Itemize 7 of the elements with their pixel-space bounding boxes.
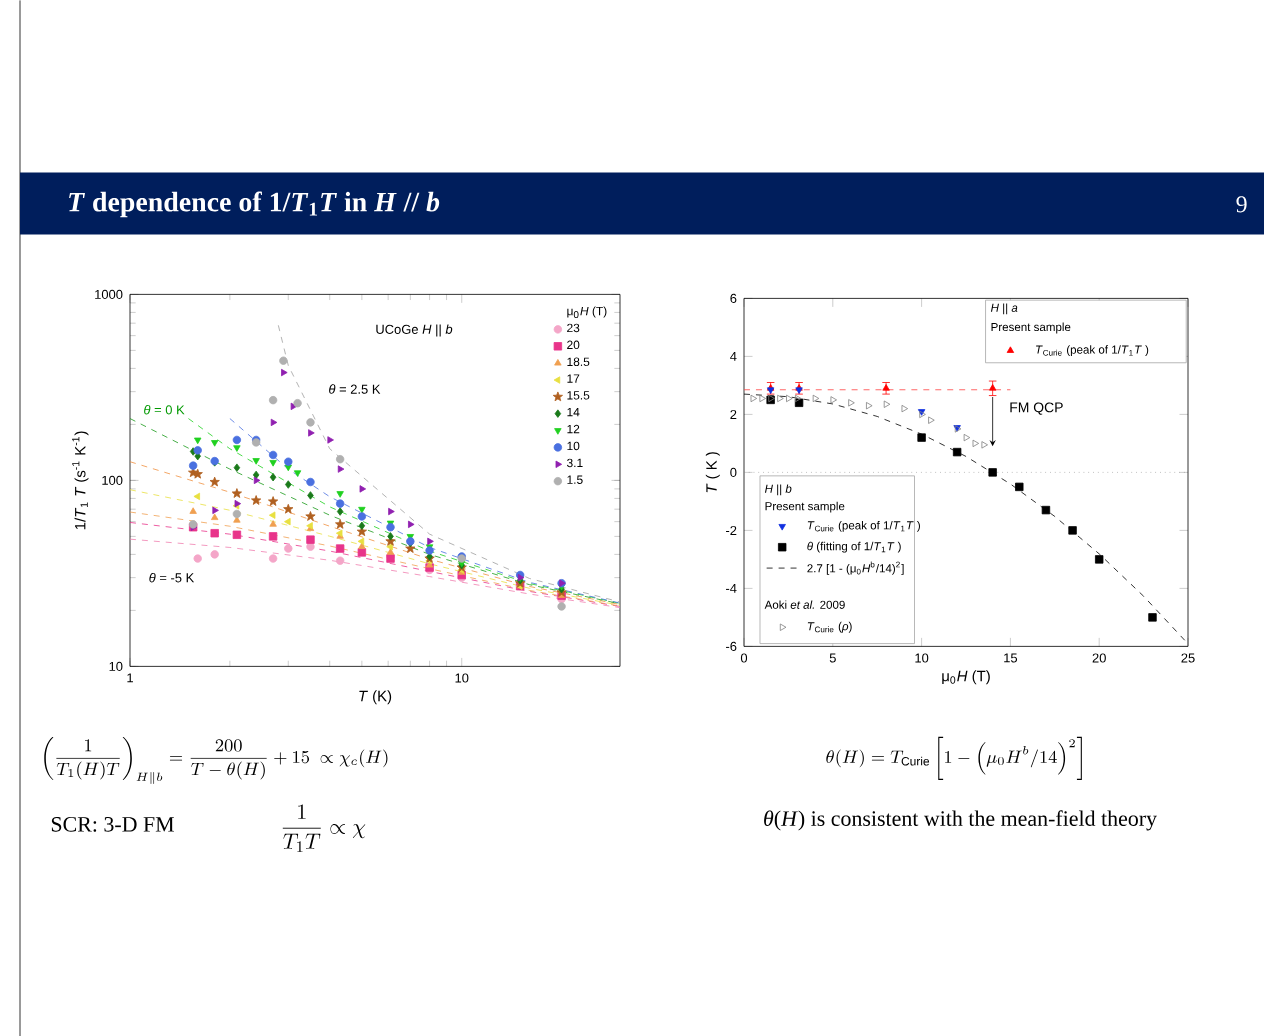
text: θ(H) is consistent with the mean-field theory bbox=[764, 809, 1157, 831]
text: $\theta(H)=T_{\mathrm{Curie}}\left[1-\left(\mu_0H^b/14\right)^2\right]$ bbox=[826, 736, 1082, 780]
text: $\frac{1}{T_1T}\propto\chi$ bbox=[282, 804, 366, 852]
text: 9 bbox=[1236, 195, 1247, 213]
chart-title: T dependence of 1/T$_{1}$T in H // b bbox=[69, 191, 440, 217]
text: SCR: 3-D FM bbox=[51, 816, 174, 832]
text: $\left(\frac{1}{T_1(H)T}\right)_{H\|b}=\frac{200}{T-\theta(H)}+15\ \propto\chi_c(H)$ bbox=[44, 736, 388, 784]
